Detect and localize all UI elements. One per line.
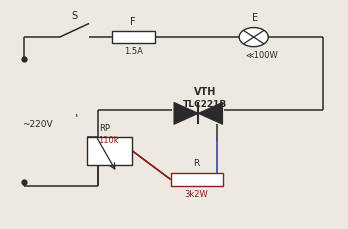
Circle shape [239,27,268,47]
Text: 1.5A: 1.5A [124,47,143,56]
Text: TLC221B: TLC221B [183,100,227,109]
Text: ': ' [75,112,79,125]
Text: S: S [71,11,77,21]
Text: F: F [130,17,136,27]
Text: ~220V: ~220V [23,120,53,129]
Bar [87,137,132,165]
Text: ≪100W: ≪100W [245,51,278,60]
Polygon shape [174,102,198,124]
Text: E: E [252,13,259,22]
Text: 3k2W: 3k2W [185,190,208,199]
Bar [112,31,155,43]
Text: 110k: 110k [98,136,118,145]
Text: R: R [193,159,200,169]
Text: VTH: VTH [194,87,216,97]
Polygon shape [198,102,222,124]
Text: RP: RP [100,124,110,133]
Bar [171,172,222,186]
